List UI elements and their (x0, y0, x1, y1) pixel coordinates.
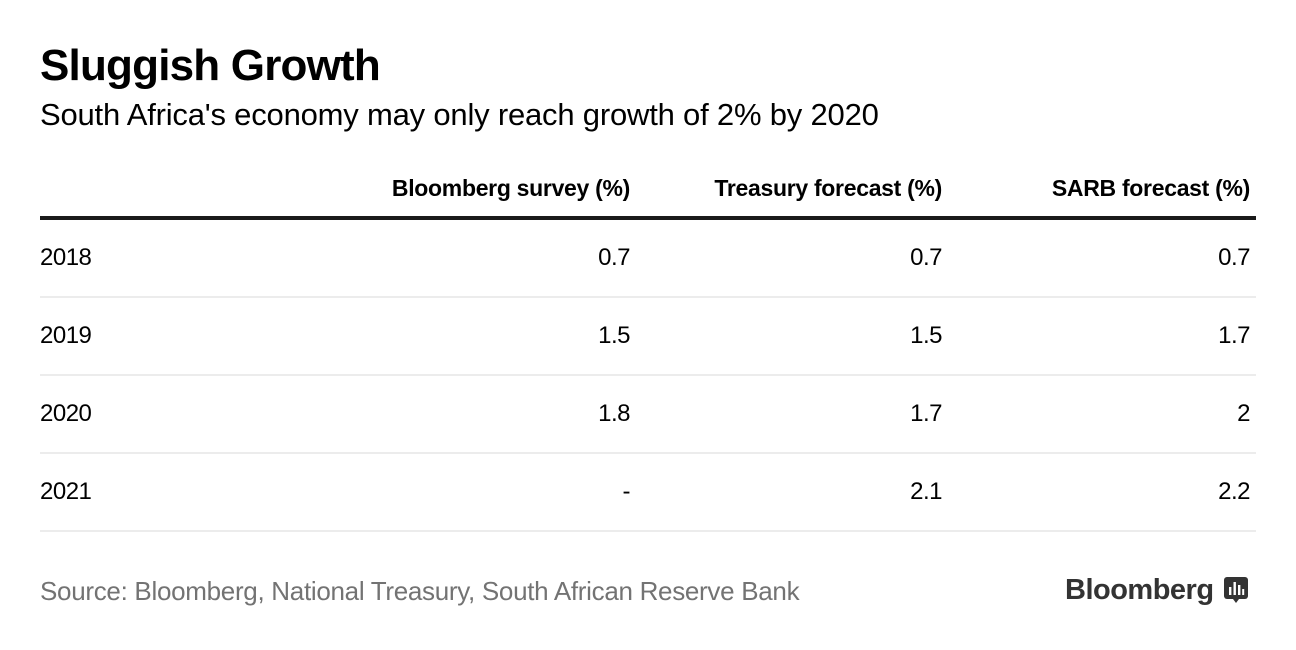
table-row: 2020 1.8 1.7 2 (40, 375, 1256, 454)
cell-bloomberg-survey: 1.8 (300, 375, 636, 454)
column-header-year (40, 160, 300, 220)
cell-sarb-forecast: 2.2 (948, 453, 1256, 532)
row-year: 2020 (40, 375, 300, 454)
cell-treasury-forecast: 0.7 (636, 218, 948, 298)
table-row: 2018 0.7 0.7 0.7 (40, 218, 1256, 298)
table-row: 2019 1.5 1.5 1.7 (40, 297, 1256, 376)
row-year: 2021 (40, 453, 300, 532)
row-year: 2019 (40, 297, 300, 376)
cell-bloomberg-survey: 1.5 (300, 297, 636, 376)
cell-sarb-forecast: 1.7 (948, 297, 1256, 376)
column-header-treasury-forecast: Treasury forecast (%) (636, 160, 948, 220)
brand-name: Bloomberg (1065, 574, 1214, 606)
cell-bloomberg-survey: 0.7 (300, 218, 636, 298)
cell-sarb-forecast: 2 (948, 375, 1256, 454)
cell-treasury-forecast: 1.7 (636, 375, 948, 454)
chart-title: Sluggish Growth (40, 41, 381, 90)
column-header-bloomberg-survey: Bloomberg survey (%) (300, 160, 636, 220)
table-row: 2021 - 2.1 2.2 (40, 453, 1256, 532)
cell-treasury-forecast: 2.1 (636, 453, 948, 532)
table-header-row: Bloomberg survey (%) Treasury forecast (… (40, 160, 1256, 220)
source-note: Source: Bloomberg, National Treasury, So… (40, 576, 800, 606)
chart-bubble-icon (1223, 576, 1248, 603)
data-table: Bloomberg survey (%) Treasury forecast (… (40, 160, 1256, 532)
row-year: 2018 (40, 218, 300, 298)
column-header-sarb-forecast: SARB forecast (%) (948, 160, 1256, 220)
cell-sarb-forecast: 0.7 (948, 218, 1256, 298)
cell-bloomberg-survey: - (300, 453, 636, 532)
chart-subtitle: South Africa's economy may only reach gr… (40, 97, 879, 132)
bloomberg-logo: Bloomberg (1065, 574, 1248, 607)
cell-treasury-forecast: 1.5 (636, 297, 948, 376)
